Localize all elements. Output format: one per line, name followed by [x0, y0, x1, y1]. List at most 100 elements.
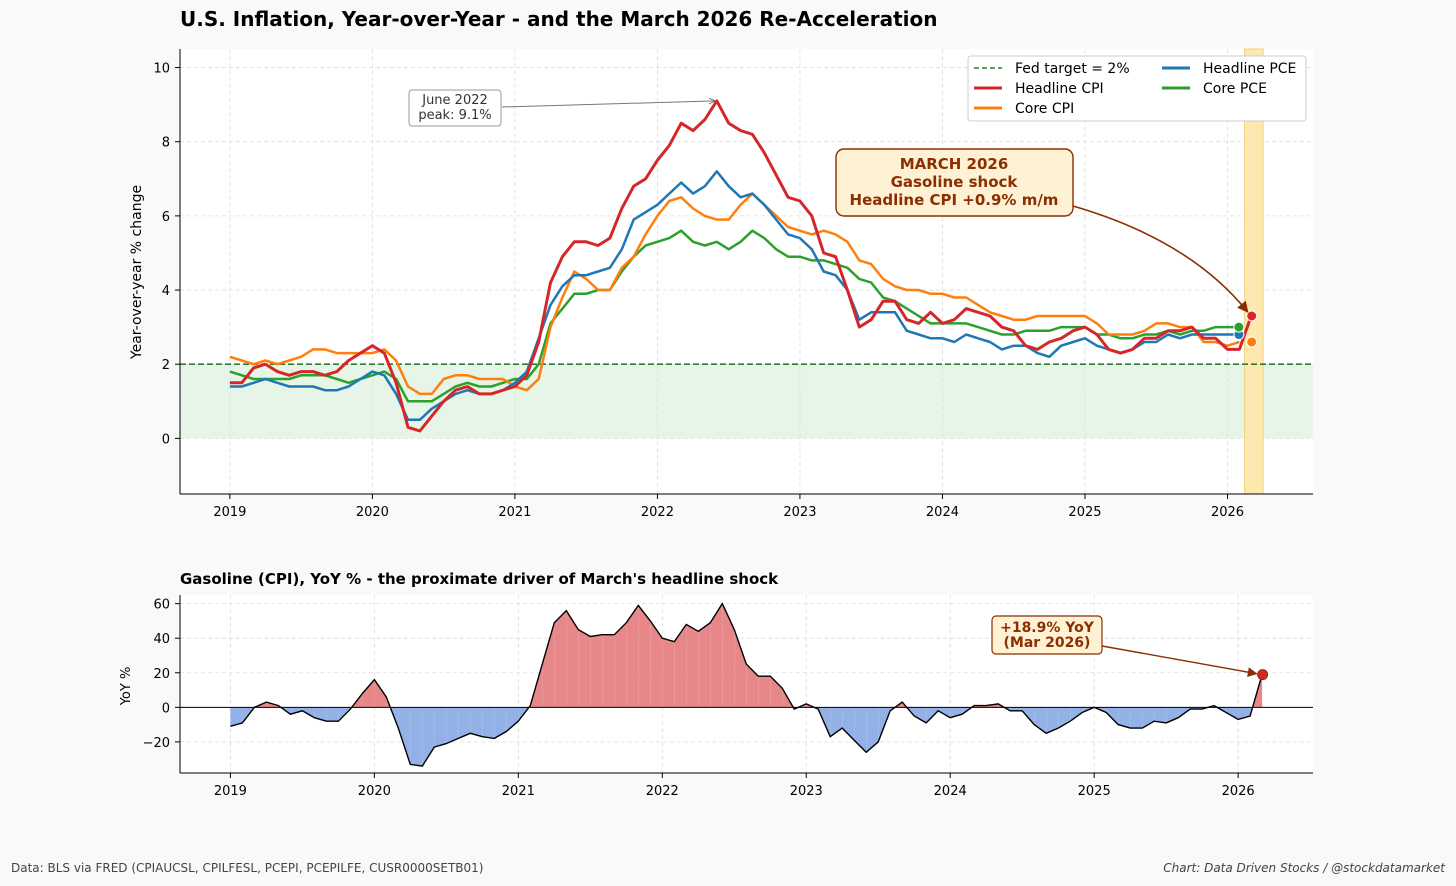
gasoline-fill-positive [626, 605, 639, 708]
gasoline-line [230, 602, 1263, 767]
gasoline-end-marker [1257, 669, 1269, 681]
x-tick-label: 2020 [358, 784, 391, 799]
x-ticks: 2019 2020 2021 2022 2023 2024 2025 2026 [213, 494, 1244, 520]
x-tick-label: 2019 [214, 784, 247, 799]
legend: Fed target = 2% Headline CPI Core CPI He… [967, 55, 1307, 122]
gasoline-fill-positive [758, 676, 771, 708]
y-tick-label: 60 [153, 598, 170, 613]
gasoline-fill-negative [494, 707, 507, 739]
x-tick-label: 2026 [1222, 784, 1255, 799]
x-tick-label: 2022 [641, 505, 674, 520]
x-tick-label: 2022 [646, 784, 679, 799]
gasoline-fill-negative [914, 707, 927, 723]
y-tick-label: 20 [153, 667, 170, 682]
gasoline-fill-positive [590, 634, 603, 708]
shock-annotation-line1: MARCH 2026 [900, 155, 1009, 173]
gasoline-fill-negative [410, 707, 423, 767]
legend-entry-fed-target: Fed target = 2% [974, 61, 1130, 77]
x-tick-label: 2020 [356, 505, 389, 520]
series-line-headline-cpi [229, 99, 1253, 433]
gasoline-fill-negative [314, 707, 327, 722]
legend-label: Headline CPI [1015, 81, 1104, 97]
gasoline-fill-positive [602, 634, 615, 708]
y-axis-label: YoY % [119, 667, 134, 707]
gasoline-fill-negative [470, 707, 483, 737]
x-tick-label: 2024 [934, 784, 967, 799]
series-line-headline-pce [229, 170, 1240, 422]
legend-entry-headline-cpi: Headline CPI [974, 81, 1104, 97]
gasoline-fill-positive [614, 622, 627, 708]
y-tick-label: 40 [153, 632, 170, 647]
y-ticks: 0 2 4 6 8 10 [153, 62, 180, 447]
legend-entry-headline-pce: Headline PCE [1162, 61, 1296, 77]
gasoline-fill-negative [1010, 707, 1023, 711]
peak-annotation-line2: peak: 9.1% [418, 108, 491, 123]
x-tick-label: 2023 [783, 505, 816, 520]
end-marker-core-cpi [1246, 336, 1258, 348]
gasoline-fill-negative [938, 707, 951, 718]
inflation-chart: 2019 2020 2021 2022 2023 2024 2025 2026 0 2 4 6 8 10… [129, 48, 1313, 520]
y-tick-label: 6 [162, 210, 170, 225]
gasoline-fill-positive [698, 622, 711, 708]
end-markers [1233, 310, 1258, 348]
x-tick-label: 2025 [1078, 784, 1111, 799]
shock-annotation-box [835, 148, 1074, 217]
page-title: U.S. Inflation, Year-over-Year - and the… [180, 7, 938, 31]
legend-box [967, 55, 1307, 122]
gasoline-fill-positive [578, 629, 591, 708]
gasoline-chart-title: Gasoline (CPI), YoY % - the proximate dr… [180, 570, 779, 588]
legend-entry-core-cpi: Core CPI [974, 101, 1074, 117]
gasoline-fill-negative [1034, 707, 1047, 734]
legend-label: Fed target = 2% [1015, 61, 1130, 77]
gasoline-fill-negative [458, 707, 471, 739]
x-tick-label: 2026 [1211, 505, 1244, 520]
gasoline-fill-positive [662, 638, 675, 708]
gasoline-fill-negative [1118, 707, 1131, 729]
x-tick-label: 2024 [926, 505, 959, 520]
target-band [180, 364, 1313, 439]
gasoline-fill-positive [542, 622, 555, 708]
shock-arrow [1072, 205, 1249, 313]
y-tick-label: 0 [162, 701, 170, 716]
gasoline-fill-negative [446, 707, 459, 744]
chart-credit: Chart: Data Driven Stocks / @stockdatama… [1163, 861, 1445, 875]
end-marker-core-pce [1233, 321, 1245, 333]
legend-label: Core PCE [1203, 81, 1267, 97]
gasoline-annotation-box [991, 615, 1103, 655]
gasoline-fill-positive [650, 620, 663, 708]
legend-label: Core CPI [1015, 101, 1074, 117]
gasoline-fill-negative [1226, 707, 1239, 720]
gasoline-fill-positive [566, 610, 579, 708]
gasoline-fill-negative [1070, 707, 1083, 722]
shock-annotation-line2: Gasoline shock [891, 173, 1019, 191]
axes [179, 595, 1313, 774]
series-lines [229, 99, 1253, 433]
gasoline-fill-negative [1130, 707, 1143, 729]
legend-label: Headline PCE [1203, 61, 1296, 77]
y-axis-label: Year-over-year % change [129, 185, 145, 360]
gasoline-fill-negative [842, 707, 855, 741]
shock-annotation: MARCH 2026 Gasoline shock Headline CPI +… [835, 148, 1249, 313]
gasoline-fill-positive [746, 664, 759, 708]
x-tick-label: 2023 [790, 784, 823, 799]
gasoline-annotation-line2: (Mar 2026) [1004, 635, 1091, 651]
gasoline-fill-negative [1154, 707, 1167, 723]
gasoline-fill-positive [362, 679, 375, 708]
legend-entry-core-pce: Core PCE [1162, 81, 1267, 97]
gasoline-fill-negative [290, 707, 303, 715]
grid [180, 595, 1313, 773]
gasoline-arrow [1101, 645, 1258, 677]
y-tick-label: −20 [143, 736, 170, 751]
x-tick-label: 2019 [213, 505, 246, 520]
shock-annotation-line3: Headline CPI +0.9% m/m [850, 191, 1059, 209]
series-line-core-pce [229, 229, 1240, 403]
gasoline-fill-positive [722, 603, 735, 708]
y-tick-label: 2 [162, 358, 170, 373]
gasoline-fill-negative [302, 707, 315, 718]
x-tick-label: 2025 [1068, 505, 1101, 520]
peak-annotation-box [408, 89, 502, 127]
gasoline-fill-negative [506, 707, 519, 732]
gasoline-fill-negative [326, 707, 339, 722]
y-tick-label: 0 [162, 432, 170, 447]
y-tick-label: 8 [162, 136, 170, 151]
